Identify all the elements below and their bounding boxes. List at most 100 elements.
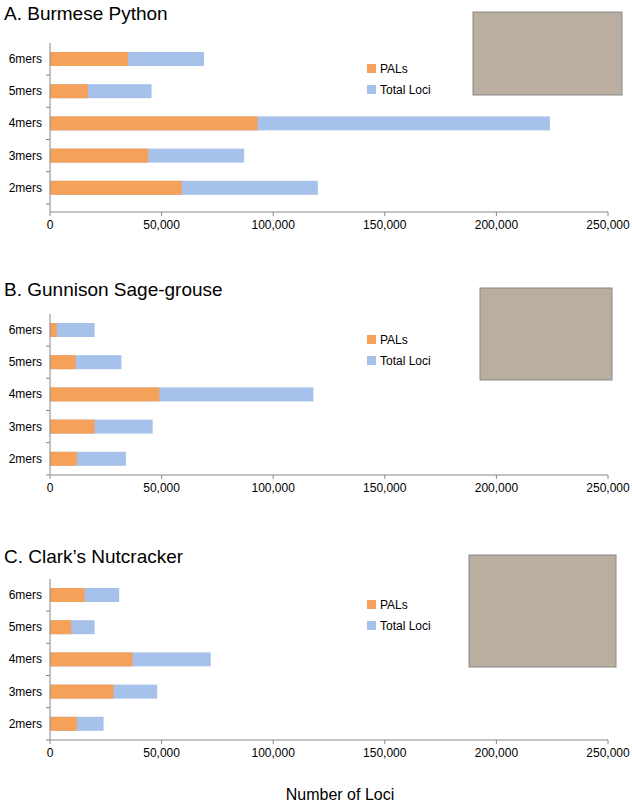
bar xyxy=(50,181,182,195)
bar xyxy=(50,149,148,163)
bar xyxy=(50,52,204,66)
category-label: 5mers xyxy=(9,355,42,369)
category-tick xyxy=(46,107,50,108)
category-label: 2mers xyxy=(9,717,42,731)
category-tick xyxy=(46,643,50,644)
category-label: 3mers xyxy=(9,149,42,163)
bar xyxy=(50,355,76,369)
x-tick-label: 100,000 xyxy=(252,746,296,760)
bar xyxy=(50,181,318,195)
category-tick xyxy=(46,203,50,204)
category-label: 6mers xyxy=(9,323,42,337)
title: C. Clark’s Nutcracker xyxy=(4,546,184,567)
legend-label: PALs xyxy=(380,62,408,76)
category-label: 6mers xyxy=(9,52,42,66)
x-tick xyxy=(161,475,162,479)
panel: C. Clark’s Nutcracker6mers5mers4mers3mer… xyxy=(4,546,630,803)
x-tick-label: 0 xyxy=(47,746,54,760)
category-tick xyxy=(46,611,50,612)
bar xyxy=(50,452,77,466)
category-tick xyxy=(46,410,50,411)
x-tick-label: 100,000 xyxy=(252,218,296,232)
x-tick xyxy=(608,475,609,479)
x-tick xyxy=(161,212,162,216)
x-tick-label: 200,000 xyxy=(475,218,519,232)
legend-swatch xyxy=(367,335,376,344)
category-label: 4mers xyxy=(9,116,42,130)
x-tick xyxy=(496,475,497,479)
bar xyxy=(50,149,244,163)
legend-swatch xyxy=(367,600,376,609)
x-tick-label: 50,000 xyxy=(143,218,180,232)
x-tick xyxy=(496,212,497,216)
category-tick xyxy=(46,378,50,379)
x-tick-label: 150,000 xyxy=(363,481,407,495)
bar xyxy=(50,652,211,666)
category-tick xyxy=(46,707,50,708)
category-label: 5mers xyxy=(9,620,42,634)
x-tick xyxy=(496,740,497,744)
y-axis xyxy=(50,314,51,475)
bar xyxy=(50,717,104,731)
category-tick xyxy=(46,139,50,140)
bar xyxy=(50,620,95,634)
x-tick-label: 150,000 xyxy=(363,746,407,760)
x-tick-label: 250,000 xyxy=(586,746,630,760)
bar xyxy=(50,685,114,699)
legend-swatch xyxy=(367,621,376,630)
y-axis xyxy=(50,579,51,740)
x-tick-label: 100,000 xyxy=(252,481,296,495)
x-tick-label: 250,000 xyxy=(586,218,630,232)
photo xyxy=(480,288,612,380)
category-label: 5mers xyxy=(9,84,42,98)
category-tick xyxy=(46,474,50,475)
x-axis xyxy=(50,212,608,213)
x-tick xyxy=(608,212,609,216)
x-tick-label: 0 xyxy=(47,481,54,495)
bar xyxy=(50,588,119,602)
x-tick-label: 250,000 xyxy=(586,481,630,495)
bars xyxy=(50,323,313,466)
x-axis xyxy=(50,475,608,476)
bars xyxy=(50,588,211,731)
category-tick xyxy=(46,171,50,172)
category-tick xyxy=(46,739,50,740)
legend-label: Total Loci xyxy=(380,83,431,97)
category-label: 3mers xyxy=(9,685,42,699)
x-tick xyxy=(50,475,51,479)
x-tick xyxy=(273,475,274,479)
category-tick xyxy=(46,675,50,676)
category-label: 6mers xyxy=(9,588,42,602)
x-tick-label: 0 xyxy=(47,218,54,232)
category-label: 4mers xyxy=(9,387,42,401)
bar xyxy=(50,387,313,401)
bar xyxy=(50,84,88,98)
bar xyxy=(50,685,157,699)
x-tick xyxy=(50,740,51,744)
bar xyxy=(50,420,153,434)
category-label: 2mers xyxy=(9,181,42,195)
x-tick-label: 150,000 xyxy=(363,218,407,232)
bar xyxy=(50,452,126,466)
x-axis-label: Number of Loci xyxy=(286,786,395,803)
legend-label: Total Loci xyxy=(380,619,431,633)
bar xyxy=(50,323,95,337)
category-tick xyxy=(46,75,50,76)
x-tick xyxy=(50,212,51,216)
legend-label: Total Loci xyxy=(380,354,431,368)
bar xyxy=(50,52,128,66)
bar xyxy=(50,116,550,130)
bar xyxy=(50,323,57,337)
bar xyxy=(50,717,77,731)
bar xyxy=(50,420,95,434)
bar xyxy=(50,588,85,602)
category-tick xyxy=(46,442,50,443)
panel: A. Burmese Python6mers5mers4mers3mers2me… xyxy=(4,3,630,232)
legend-swatch xyxy=(367,64,376,73)
x-tick xyxy=(384,212,385,216)
bar xyxy=(50,355,121,369)
bar xyxy=(50,116,258,130)
legend-swatch xyxy=(367,356,376,365)
bar xyxy=(50,387,159,401)
x-tick xyxy=(273,740,274,744)
